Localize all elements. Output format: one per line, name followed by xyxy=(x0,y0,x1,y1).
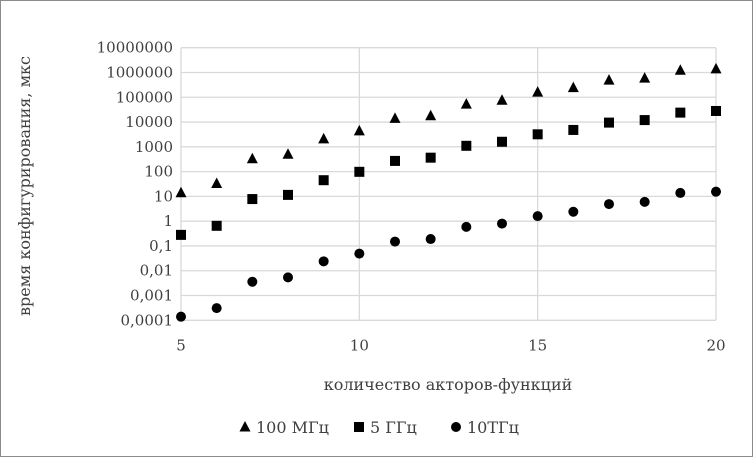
data-point-square xyxy=(390,155,400,166)
data-point-square xyxy=(711,105,721,116)
y-tick-label: 0,0001 xyxy=(121,311,174,329)
legend-item: 10ТГц xyxy=(451,418,519,437)
data-point-triangle xyxy=(674,64,686,75)
data-point-circle xyxy=(247,276,258,287)
x-tick-label: 15 xyxy=(528,336,547,354)
y-tick-label: 100000 xyxy=(116,88,173,106)
data-point-square xyxy=(461,140,472,151)
y-tick-labels: 0,0001 0,001 0,01 0,1 1 10 100 1000 10000 100000 1… xyxy=(97,39,173,330)
data-point-triangle xyxy=(211,177,223,189)
data-point-triangle xyxy=(567,81,579,93)
legend: 100 МГц 5 ГГц 10ТГц xyxy=(239,418,519,437)
data-point-circle xyxy=(497,218,507,229)
data-point-circle xyxy=(639,196,650,207)
grid xyxy=(180,47,717,321)
data-point-triangle xyxy=(175,186,187,198)
legend-label: 100 МГц xyxy=(256,418,329,437)
legend-label: 10ТГц xyxy=(467,418,519,437)
data-point-square xyxy=(425,152,436,163)
data-points xyxy=(175,62,722,322)
data-point-triangle xyxy=(460,98,472,109)
x-tick-labels: 5 10 15 20 xyxy=(176,336,725,354)
legend-triangle-icon xyxy=(239,421,251,432)
y-tick-label: 1000000 xyxy=(106,63,173,81)
legend-label: 5 ГГц xyxy=(370,418,417,437)
data-point-square xyxy=(354,166,365,177)
y-tick-label: 1000 xyxy=(135,138,173,156)
data-point-triangle xyxy=(532,86,544,97)
data-point-triangle xyxy=(710,62,722,74)
data-point-circle xyxy=(318,256,329,267)
data-point-square xyxy=(247,194,258,205)
data-point-triangle xyxy=(603,74,615,85)
legend-item: 5 ГГц xyxy=(354,418,417,437)
data-point-circle xyxy=(425,234,436,245)
data-point-circle xyxy=(354,248,365,259)
y-tick-label: 10000 xyxy=(125,113,173,131)
x-axis-label: количество акторов-функций xyxy=(324,375,573,394)
data-point-circle xyxy=(711,186,721,197)
data-point-square xyxy=(497,136,507,147)
data-point-square xyxy=(604,117,614,128)
x-tick-label: 5 xyxy=(176,336,186,354)
data-point-triangle xyxy=(353,124,365,136)
y-tick-label: 0,1 xyxy=(149,237,173,255)
y-tick-label: 0,001 xyxy=(130,287,173,305)
data-point-square xyxy=(639,115,650,126)
data-point-circle xyxy=(675,187,686,198)
series-triangle xyxy=(175,62,722,198)
y-tick-label: 10000000 xyxy=(97,39,173,57)
data-point-circle xyxy=(283,272,293,283)
legend-circle-icon xyxy=(451,422,461,432)
x-tick-label: 10 xyxy=(350,336,369,354)
data-point-triangle xyxy=(389,112,401,123)
data-point-triangle xyxy=(639,72,651,83)
data-point-circle xyxy=(211,303,222,314)
x-tick-label: 20 xyxy=(706,336,725,354)
data-point-square xyxy=(568,124,579,135)
y-tick-label: 1 xyxy=(163,212,173,230)
data-point-square xyxy=(318,175,329,186)
data-point-triangle xyxy=(496,94,508,105)
legend-square-icon xyxy=(354,422,364,432)
data-point-circle xyxy=(390,236,400,247)
data-point-circle xyxy=(176,311,186,322)
y-tick-label: 0,01 xyxy=(140,262,173,280)
data-point-square xyxy=(176,229,186,240)
y-tick-label: 100 xyxy=(144,163,173,181)
data-point-square xyxy=(283,189,293,200)
data-point-triangle xyxy=(425,109,437,121)
y-tick-label: 10 xyxy=(154,187,173,205)
data-point-triangle xyxy=(246,152,258,164)
data-point-circle xyxy=(568,206,579,217)
y-axis-label: время конфигурирования, мкс xyxy=(15,56,34,316)
data-point-triangle xyxy=(282,148,294,159)
data-point-triangle xyxy=(318,132,330,144)
legend-item: 100 МГц xyxy=(239,418,329,437)
data-point-square xyxy=(211,220,222,231)
data-point-circle xyxy=(532,211,543,222)
data-point-square xyxy=(675,107,686,118)
series-circle xyxy=(176,186,721,322)
series-square xyxy=(176,105,721,240)
data-point-square xyxy=(532,129,543,140)
data-point-circle xyxy=(604,199,614,210)
data-point-circle xyxy=(461,221,472,232)
